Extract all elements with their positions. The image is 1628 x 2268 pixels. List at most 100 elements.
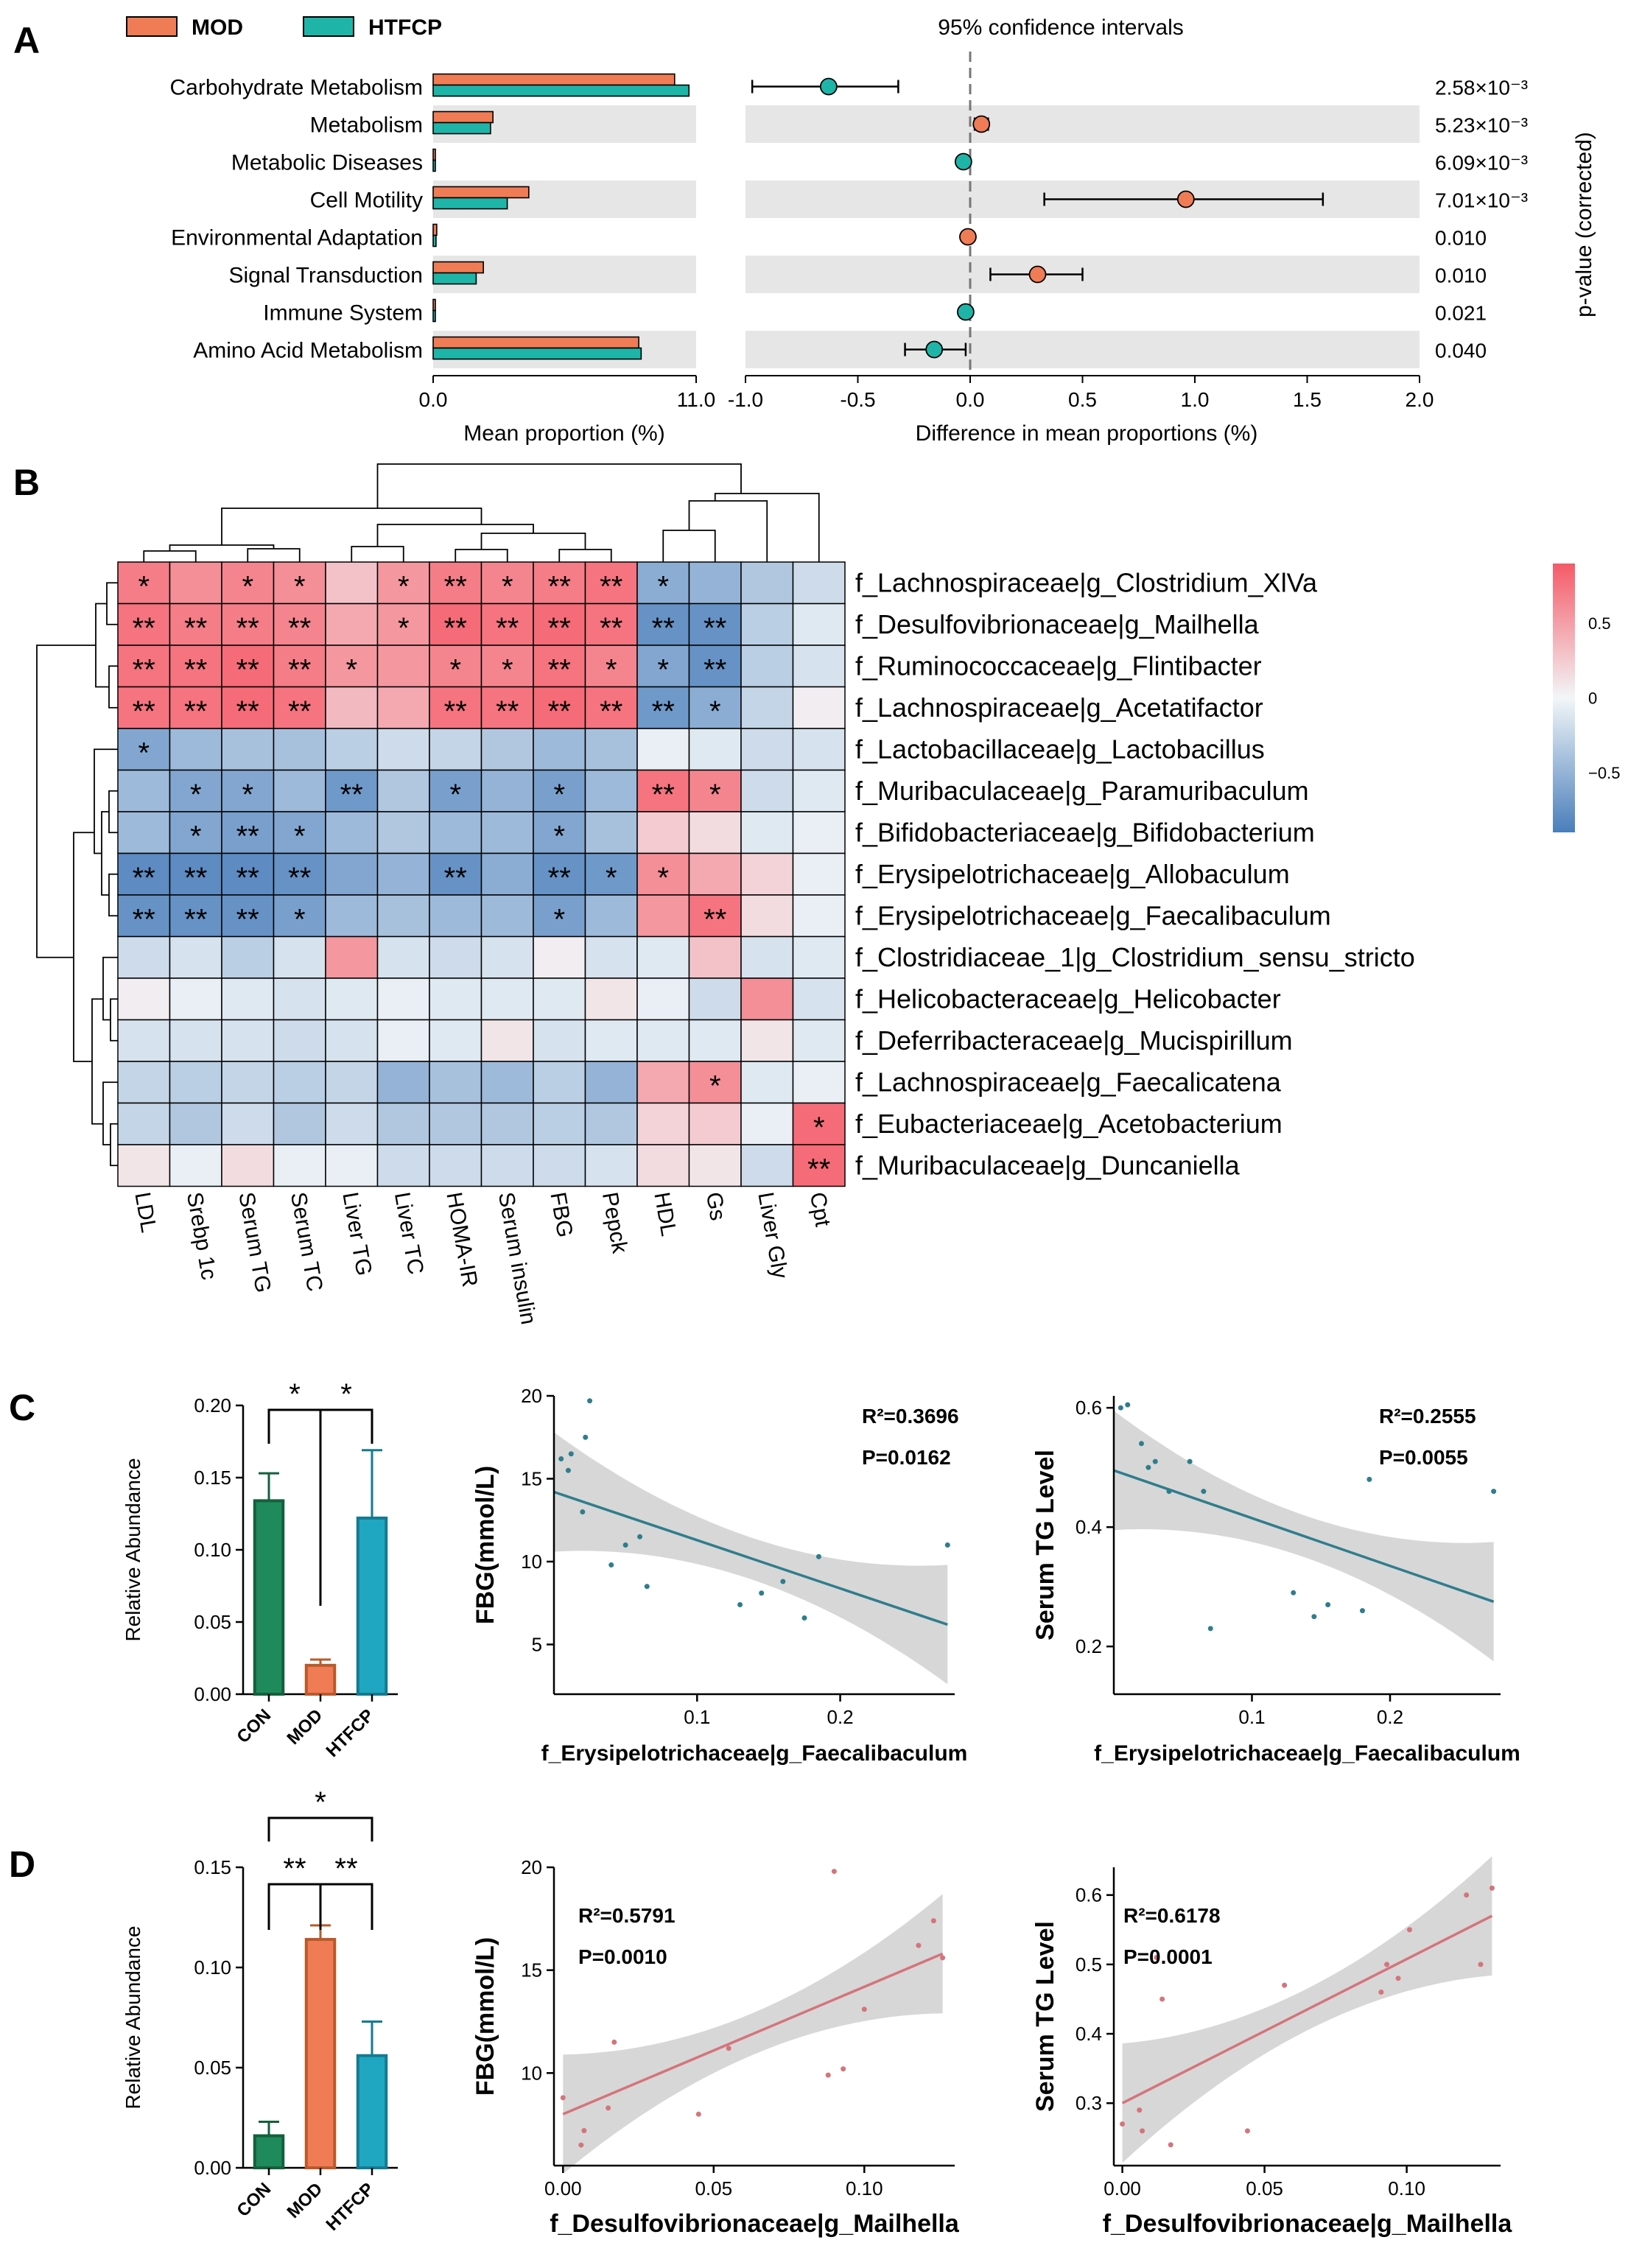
dendrogram-branch bbox=[73, 832, 94, 1062]
heat-cell bbox=[792, 728, 846, 771]
heat-cell bbox=[480, 852, 534, 896]
heat-cell bbox=[480, 769, 534, 812]
heat-cell bbox=[376, 1102, 430, 1145]
row-label: f_Clostridiaceae_1|g_Clostridium_sensu_s… bbox=[855, 942, 1415, 972]
x-tick-label-left: 0.0 bbox=[419, 388, 448, 411]
heat-cell bbox=[533, 1144, 586, 1187]
scatter-point bbox=[611, 2039, 617, 2045]
scatter-point bbox=[1291, 1590, 1297, 1595]
scatter-point bbox=[608, 1562, 614, 1567]
heat-cell bbox=[533, 1102, 586, 1145]
heat-cell bbox=[429, 977, 483, 1021]
scatter-point bbox=[861, 2007, 867, 2012]
scatter-point bbox=[759, 1590, 765, 1596]
heat-cell bbox=[376, 645, 430, 688]
bar-htfcp bbox=[432, 122, 491, 135]
confidence-interval-chart: 95% confidence intervals 2.58×10⁻³ 5.23×10… bbox=[728, 15, 1596, 446]
significance-star: ** bbox=[288, 862, 311, 894]
heat-cell bbox=[221, 811, 275, 854]
significance-star: ** bbox=[184, 653, 207, 686]
heat-cell bbox=[792, 686, 846, 729]
y-axis-title: FBG(mmol/L) bbox=[471, 1937, 499, 2096]
category-label: Signal Transduction bbox=[229, 264, 424, 288]
column-label: Pepck bbox=[597, 1190, 632, 1256]
significance-star: ** bbox=[704, 653, 726, 686]
dendrogram-branch bbox=[143, 550, 197, 562]
significance-star: ** bbox=[133, 612, 155, 645]
heat-cell bbox=[429, 686, 483, 729]
x-tick-label: HTFCP bbox=[323, 1705, 379, 1761]
significance-star: * bbox=[709, 1070, 721, 1102]
dendrogram-branch bbox=[110, 998, 118, 1042]
y-tick-label: 0.10 bbox=[194, 1956, 231, 1979]
significance-star: * bbox=[502, 653, 513, 686]
fbg-scatter-c: 5 10 15 20 0.1 0.2 f_Erysipelotrichaceae|g_Fae… bbox=[471, 1385, 967, 1766]
heat-cell bbox=[792, 1061, 846, 1104]
scatter-point bbox=[737, 1602, 743, 1607]
heat-cell bbox=[169, 977, 222, 1021]
heat-cell bbox=[376, 561, 430, 605]
scatter-point bbox=[1207, 1626, 1213, 1632]
x-tick-label: CON bbox=[233, 1705, 275, 1747]
x-axis-title: f_Desulfovibrionaceae|g_Mailhella bbox=[1103, 2210, 1513, 2238]
x-tick-label-right: -1.0 bbox=[728, 388, 763, 411]
heat-cell bbox=[169, 1019, 222, 1062]
x-axis-title-right: Difference in mean proportions (%) bbox=[916, 421, 1258, 446]
significance-star: * bbox=[398, 570, 410, 603]
regression-line bbox=[1121, 1914, 1493, 2104]
p-value-label: P=0.0162 bbox=[862, 1446, 951, 1469]
legend-label-mod: MOD bbox=[192, 15, 243, 40]
significance-star: * bbox=[294, 570, 306, 603]
scatter-point bbox=[637, 1534, 643, 1539]
y-tick-label: 15 bbox=[521, 1959, 542, 1981]
significance-star: ** bbox=[444, 862, 467, 894]
heat-cell bbox=[376, 894, 430, 938]
x-tick-label: 0.05 bbox=[1246, 2177, 1283, 2199]
p-value-label: 7.01×10⁻³ bbox=[1435, 189, 1528, 212]
heat-cell bbox=[740, 852, 794, 896]
ci-point bbox=[1028, 265, 1047, 284]
p-value-label: 6.09×10⁻³ bbox=[1435, 152, 1528, 175]
heat-cell bbox=[376, 977, 430, 1021]
heat-cell bbox=[792, 1144, 846, 1187]
significance-star: ** bbox=[236, 695, 259, 728]
scatter-point bbox=[916, 1942, 922, 1948]
scatter-point bbox=[1125, 1402, 1131, 1408]
heat-cell bbox=[584, 1061, 638, 1104]
scatter-point bbox=[1139, 1441, 1144, 1447]
heat-cell bbox=[376, 935, 430, 979]
heat-cell bbox=[636, 977, 690, 1021]
heat-cell bbox=[584, 811, 638, 854]
heat-cell bbox=[533, 811, 586, 854]
column-label: FBG bbox=[545, 1190, 577, 1239]
significance-star: ** bbox=[184, 695, 207, 728]
heat-cell bbox=[533, 686, 586, 729]
heat-cell bbox=[273, 1102, 326, 1145]
r-squared-label: R²=0.3696 bbox=[862, 1405, 959, 1428]
significance-star: ** bbox=[444, 695, 467, 728]
row-label: f_Erysipelotrichaceae|g_Allobaculum bbox=[855, 859, 1290, 889]
heat-cell bbox=[273, 645, 326, 688]
heat-cell bbox=[792, 561, 846, 605]
heat-cell bbox=[636, 852, 690, 896]
regression-line bbox=[553, 1490, 948, 1626]
significance-star: ** bbox=[548, 862, 571, 894]
scatter-point bbox=[558, 1456, 564, 1461]
row-label: f_Muribaculaceae|g_Paramuribaculum bbox=[855, 776, 1309, 806]
heat-cell bbox=[169, 1061, 222, 1104]
heat-cell bbox=[117, 728, 171, 771]
x-tick-label: HTFCP bbox=[323, 2179, 379, 2235]
significance-star: ** bbox=[496, 612, 519, 645]
heat-cell bbox=[117, 894, 171, 938]
p-value-label: 5.23×10⁻³ bbox=[1435, 114, 1528, 137]
heat-cell bbox=[117, 686, 171, 729]
heat-cell bbox=[584, 852, 638, 896]
y-axis-title: Serum TG Level bbox=[1031, 1921, 1059, 2112]
heat-cell bbox=[792, 769, 846, 812]
ci-title: 95% confidence intervals bbox=[938, 15, 1184, 40]
bar-mod bbox=[304, 1663, 337, 1696]
heat-cell bbox=[636, 1061, 690, 1104]
significance-star: ** bbox=[184, 862, 207, 894]
heat-cell bbox=[636, 1019, 690, 1062]
category-label: Metabolism bbox=[310, 113, 423, 138]
